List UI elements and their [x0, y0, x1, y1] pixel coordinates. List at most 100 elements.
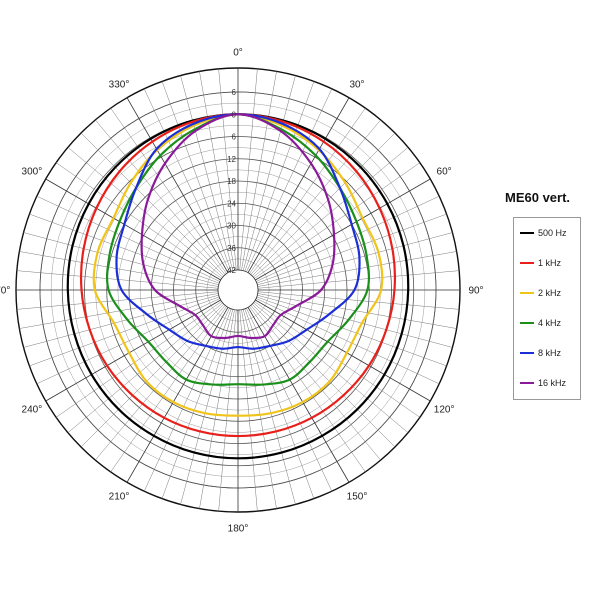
grid-spoke — [257, 232, 453, 286]
grid-spoke — [16, 291, 219, 310]
angle-label: 240° — [22, 405, 43, 416]
grid-spoke — [95, 305, 226, 461]
grid-spoke — [246, 88, 333, 272]
grid-spoke — [36, 195, 220, 282]
grid-spoke — [247, 97, 350, 273]
grid-spoke — [19, 293, 219, 329]
angle-label: 30° — [349, 79, 364, 90]
angle-label: 180° — [228, 524, 249, 535]
legend-label: 2 kHz — [538, 288, 562, 298]
series-line-1khz — [79, 113, 397, 438]
grid-spoke — [250, 305, 381, 461]
angle-label: 120° — [434, 405, 455, 416]
grid-spoke — [257, 293, 457, 329]
series-line-500hz — [66, 113, 410, 460]
legend-swatch — [520, 352, 534, 354]
polar-grid — [15, 67, 461, 513]
series-line-8khz — [115, 113, 361, 350]
grid-spoke — [218, 309, 237, 512]
radial-label: 12 — [227, 155, 236, 164]
grid-spoke — [249, 306, 366, 472]
grid-spoke — [199, 309, 235, 509]
grid-spoke — [241, 71, 277, 271]
grid-spoke — [126, 97, 229, 273]
series-line-4khz — [105, 113, 371, 386]
legend-swatch — [520, 322, 534, 324]
legend-item-1khz: 1 kHz — [520, 256, 561, 270]
grid-spoke — [143, 308, 230, 492]
grid-spoke — [180, 309, 234, 505]
grid-spoke — [242, 75, 296, 271]
angle-label: 0° — [233, 48, 243, 59]
legend-swatch — [520, 382, 534, 384]
legend: 500 Hz 1 kHz 2 kHz 4 kHz 8 kHz 16 kHz — [513, 217, 581, 400]
grid-spoke — [256, 213, 447, 284]
grid-spoke — [110, 306, 227, 472]
legend-item-500hz: 500 Hz — [520, 226, 567, 240]
grid-spoke — [249, 108, 366, 274]
grid-spoke — [180, 75, 234, 271]
grid-spoke — [19, 251, 219, 287]
angle-label: 150° — [347, 492, 368, 503]
radial-label: 30 — [227, 222, 236, 231]
grid-spoke — [23, 294, 219, 348]
grid-spoke — [29, 213, 220, 284]
legend-label: 4 kHz — [538, 318, 562, 328]
grid-spoke — [255, 178, 431, 281]
chart-title: ME60 vert. — [505, 190, 571, 205]
angle-label: 300° — [22, 167, 43, 178]
grid-spoke — [45, 299, 221, 402]
legend-item-2khz: 2 kHz — [520, 286, 561, 300]
grid-spoke — [56, 301, 222, 418]
grid-spoke — [239, 68, 258, 271]
legend-swatch — [520, 232, 534, 234]
angle-label: 210° — [109, 492, 130, 503]
grid-spoke — [254, 162, 420, 279]
grid-spoke — [257, 251, 457, 287]
grid-spoke — [218, 68, 237, 271]
grid-spoke — [95, 119, 226, 275]
grid-spoke — [29, 296, 220, 367]
grid-spoke — [256, 195, 440, 282]
grid-spoke — [253, 302, 409, 433]
series-line-2khz — [92, 113, 384, 417]
grid-spoke — [161, 308, 232, 499]
series-lines — [66, 113, 410, 460]
series-line-16khz — [140, 113, 336, 340]
angle-label: 330° — [109, 79, 130, 90]
grid-spoke — [80, 303, 225, 448]
grid-spoke — [251, 132, 396, 277]
grid-spoke — [246, 308, 333, 492]
center-hole — [217, 269, 259, 311]
grid-spoke — [254, 301, 420, 418]
legend-item-8khz: 8 kHz — [520, 346, 561, 360]
radial-label: 36 — [227, 244, 236, 253]
angle-label: 90° — [468, 286, 483, 297]
grid-spoke — [242, 309, 296, 505]
angle-label: 60° — [437, 167, 452, 178]
radial-label: 18 — [227, 177, 236, 186]
radial-label: 42 — [227, 266, 236, 275]
grid-spoke — [80, 132, 225, 277]
legend-label: 16 kHz — [538, 378, 567, 388]
grid-spoke — [250, 119, 381, 275]
grid-spoke — [110, 108, 227, 274]
legend-swatch — [520, 262, 534, 264]
grid-spoke — [199, 71, 235, 271]
legend-label: 8 kHz — [538, 348, 562, 358]
grid-spoke — [239, 309, 258, 512]
legend-label: 1 kHz — [538, 258, 562, 268]
grid-spoke — [56, 162, 222, 279]
angle-label: 270° — [0, 286, 10, 297]
legend-label: 500 Hz — [538, 228, 567, 238]
grid-spoke — [255, 299, 431, 402]
grid-spoke — [256, 298, 440, 385]
grid-spoke — [45, 178, 221, 281]
grid-spoke — [257, 291, 460, 310]
grid-spoke — [23, 232, 219, 286]
grid-spoke — [161, 81, 232, 272]
grid-spoke — [143, 88, 230, 272]
grid-spoke — [257, 294, 453, 348]
grid-spoke — [256, 296, 447, 367]
